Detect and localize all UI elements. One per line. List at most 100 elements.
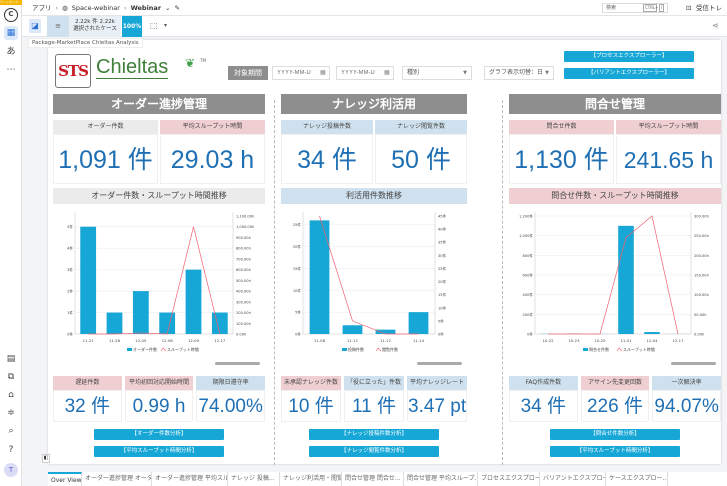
kpi-label: 一次解決率 (652, 376, 721, 390)
analysis-button[interactable]: 【平均スループット時間分析】 (94, 446, 224, 457)
date-to-input[interactable] (336, 66, 394, 80)
case-count-value: 2.22k 件 2.22k (75, 19, 115, 25)
selection-percent: 100% (122, 16, 142, 37)
legend-label: スループット時間 (167, 346, 199, 352)
case-count: 2.22k 件 2.22k 選択されたケース (69, 16, 121, 37)
kpi-label: アサイン先変更回数 (580, 376, 650, 390)
analysis-button[interactable]: 【ナレッジ投稿件数分析】 (309, 429, 439, 440)
breadcrumb-webinar[interactable]: Webinar (130, 4, 162, 12)
kpi-value: 1,091 件 (53, 134, 158, 184)
y-tick-label: 5件 (295, 310, 301, 315)
y2-tick-label: 100.00h (236, 322, 251, 326)
breadcrumb-apps[interactable]: アプリ (32, 4, 52, 12)
search-input[interactable]: 検索 CTRL + / (602, 3, 668, 13)
line-series (319, 215, 419, 335)
bar (159, 312, 176, 334)
analysis-button[interactable]: 【問合せ件数分析】 (550, 429, 680, 440)
kpi-label: 平均ナレッジレート (407, 376, 467, 390)
kpi-value: 50 件 (375, 134, 467, 184)
sheet-tab[interactable]: オーダー進捗管理 平均スループ... (152, 472, 228, 486)
kpi-value: 1,130 件 (509, 134, 614, 184)
tooltip: Package-MarketPlace Chieltas Analysis (28, 38, 143, 48)
shortcut-plus: + (655, 5, 659, 10)
sheet-tab[interactable]: ナレッジ 投稿... (228, 472, 280, 486)
chevron-down-icon: ▼ (545, 70, 549, 76)
bar (375, 329, 396, 334)
section-title: ナレッジ利活用 (281, 94, 467, 114)
dashboard-icon[interactable]: ◪ (29, 19, 41, 33)
analysis-button[interactable]: 【平均スループット時間分析】 (550, 446, 680, 457)
y2-tick-label: 25件 (438, 266, 447, 271)
y-tick-label: 25件 (293, 222, 302, 227)
shortcut-slash: / (659, 4, 665, 12)
gift-icon[interactable]: ⌂ (8, 390, 14, 400)
x-tick-label: 10-23 (568, 338, 580, 343)
menu-icon[interactable]: ≡ (47, 16, 69, 37)
bar (408, 312, 429, 334)
graph-toggle-select[interactable]: グラフ表示切替：日 ▼ (484, 66, 554, 80)
type-select[interactable]: 種別 ▼ (402, 66, 472, 80)
app-logo-icon[interactable]: C (4, 8, 18, 22)
section-inquiry: 問合せ管理 問合せ件数 1,130 件 平均スループット時間 241.65 h 問合… (509, 94, 721, 365)
y2-tick-label: 250.00h (694, 234, 709, 238)
shortcut-ctrl: CTRL (643, 4, 658, 12)
chart-title: 問合せ件数・スループット時間推移 (509, 188, 721, 204)
variant-explorer-button[interactable]: 【バリアントエクスプローラー】 (564, 68, 694, 79)
sheet-tab[interactable]: 問合せ管理 問合せ... (342, 472, 404, 486)
sheet-tab[interactable]: バリアントエクスプロー... (540, 472, 606, 486)
y2-tick-label: 5件 (438, 318, 444, 323)
chevron-down-icon[interactable]: ▾ (164, 22, 168, 29)
new-window-icon[interactable]: ⧉ (7, 372, 15, 382)
chevron-down-icon[interactable]: ⌄ (165, 4, 171, 12)
sheet-tab[interactable]: オーダー進捗管理 オーダ... (82, 472, 152, 486)
chevron-right-icon: › (55, 4, 59, 12)
bar (644, 332, 660, 334)
y2-tick-label: 300.00h (694, 215, 709, 219)
sheet-tab[interactable]: 問合せ管理 平均スループ... (404, 472, 478, 486)
kpi-card: 期限日遵守率 74.00% (196, 376, 265, 422)
kpi-value: 10 件 (281, 390, 341, 422)
legend-line-swatch (375, 347, 382, 352)
collapse-panel-icon[interactable]: ◧ (42, 454, 50, 463)
edit-pencil-icon[interactable]: ✎ (174, 4, 180, 12)
kpi-label: 「役に立った」件数 (344, 376, 404, 390)
avatar[interactable]: T (4, 463, 18, 477)
calendar-icon[interactable]: ▦ (320, 69, 326, 76)
sheet-tab[interactable]: ケースエクスプロー... (606, 472, 668, 486)
search-icon[interactable]: ⌕ (8, 426, 14, 436)
breadcrumb-space[interactable]: Space-webinar (71, 4, 120, 12)
more-icon[interactable]: ⋯ (6, 65, 16, 75)
apps-grid-icon[interactable]: ▦ (4, 26, 18, 40)
y2-tick-label: 45件 (438, 214, 447, 219)
analysis-button[interactable]: 【ナレッジ閲覧件数分析】 (309, 446, 439, 457)
legend-line-swatch (616, 347, 623, 352)
horizontal-scrollbar[interactable] (215, 362, 260, 365)
analysis-button[interactable]: 【オーダー件数分析】 (94, 429, 224, 440)
x-tick-label: 12-09 (188, 338, 200, 343)
process-explorer-button[interactable]: 【プロセスエクスプローラー】 (564, 51, 694, 62)
search-placeholder: 検索 (606, 5, 617, 11)
sheet-tab[interactable]: プロセスエクスプロー... (478, 472, 540, 486)
calendar-icon[interactable]: ▦ (384, 69, 390, 76)
sheet-tab[interactable]: Over View (48, 472, 82, 486)
x-tick-label: 12-17 (214, 338, 226, 343)
help-icon[interactable]: ? (8, 445, 14, 455)
selection-tool-icon[interactable]: ⬚ (150, 21, 158, 30)
globe-icon: ◍ (62, 4, 68, 12)
language-icon[interactable]: あ (6, 47, 16, 57)
y2-tick-label: 600.00h (236, 268, 251, 272)
horizontal-scrollbar[interactable] (671, 362, 716, 365)
horizontal-scrollbar[interactable] (417, 362, 462, 365)
settings-sliders-icon[interactable]: ≑ (7, 408, 15, 418)
document-icon[interactable]: ▤ (6, 354, 16, 364)
y2-tick-label: 100.00h (694, 293, 709, 297)
y2-tick-label: 30件 (438, 253, 447, 258)
y-tick-label: 15件 (293, 266, 302, 271)
share-icon[interactable]: ⋖ (712, 21, 719, 30)
sheet-tab[interactable]: ナレッジ利活用・閲覧... (280, 472, 342, 486)
date-from-input[interactable] (272, 66, 330, 80)
y2-tick-label: 0.00h (694, 333, 704, 337)
type-select-value: 種別 (407, 69, 420, 76)
section-knowledge: ナレッジ利活用 ナレッジ投稿件数 34 件 ナレッジ閲覧件数 50 件 利活用件数推… (281, 94, 467, 365)
